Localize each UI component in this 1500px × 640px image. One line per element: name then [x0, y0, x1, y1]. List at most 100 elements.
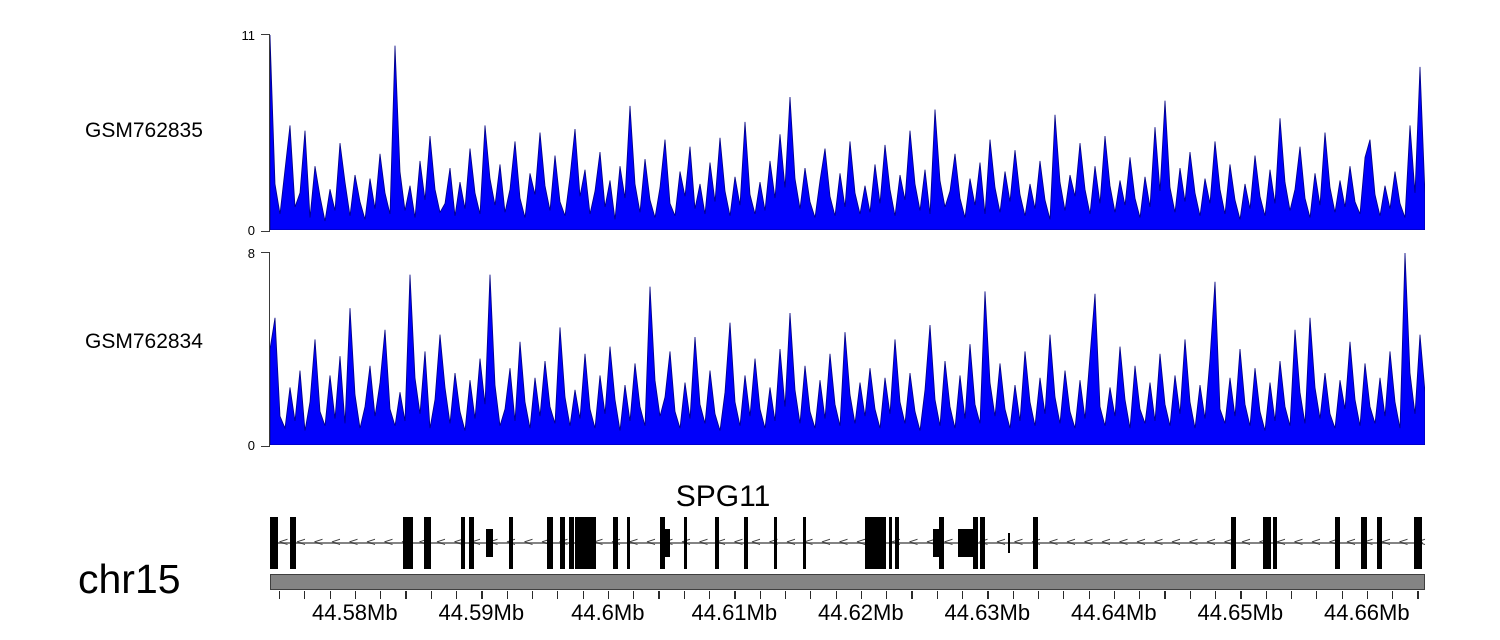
- axis-minor-tick: [456, 591, 458, 599]
- minus-strand-arrow-icon: <: [1380, 536, 1392, 549]
- chromosome-ideogram-bar: [270, 574, 1425, 590]
- minus-strand-arrow-icon: <: [295, 536, 307, 549]
- minus-strand-arrow-icon: <: [523, 536, 534, 549]
- axis-minor-tick: [1113, 591, 1116, 599]
- axis-tick-label: 44.63Mb: [944, 600, 1031, 625]
- axis-minor-tick: [557, 591, 559, 599]
- axis-minor-tick: [1290, 591, 1293, 599]
- minus-strand-arrow-icon: <: [1083, 536, 1094, 549]
- exon: [715, 517, 720, 569]
- axis-tick-label: 44.66Mb: [1323, 600, 1410, 625]
- exon: [574, 517, 597, 569]
- minus-strand-arrow-icon: <: [348, 536, 359, 549]
- axis-minor-tick: [1316, 591, 1318, 599]
- axis-minor-tick: [1265, 591, 1267, 599]
- exon: [547, 517, 554, 569]
- exon: [270, 517, 278, 569]
- exon: [468, 517, 474, 569]
- minus-strand-arrow-icon: <: [1345, 536, 1357, 549]
- axis-minor-tick: [607, 591, 610, 599]
- minus-strand-arrow-icon: <: [785, 536, 797, 549]
- track2-label: GSM762834: [85, 330, 203, 353]
- axis-minor-tick: [784, 591, 787, 599]
- exon: [402, 517, 413, 569]
- minus-strand-arrow-icon: <: [803, 536, 814, 549]
- axis-minor-tick: [380, 591, 382, 599]
- axis-tick-label: 44.59Mb: [438, 600, 525, 625]
- exon: [1263, 517, 1271, 569]
- minus-strand-arrow-icon: <: [383, 536, 394, 549]
- exon: [958, 529, 975, 557]
- minus-strand-arrow-icon: <: [750, 536, 762, 549]
- track1-label: GSM762835: [85, 119, 203, 142]
- track1-y-min-label: 0: [247, 223, 255, 238]
- axis-minor-tick: [1037, 591, 1040, 599]
- minus-strand-arrow-icon: <: [698, 536, 709, 549]
- axis-minor-tick: [658, 591, 660, 599]
- minus-strand-arrow-icon: <: [1363, 536, 1374, 549]
- signal-area-chart-gsm762834: [270, 253, 1425, 445]
- exon: [802, 517, 807, 569]
- minus-strand-arrow-icon: <: [313, 536, 324, 549]
- axis-minor-tick: [405, 591, 407, 599]
- exon: [1376, 517, 1382, 569]
- axis-minor-tick: [633, 591, 635, 599]
- signal-area-chart-gsm762835: [270, 35, 1425, 230]
- minus-strand-arrow-icon: <: [593, 536, 604, 549]
- signal-area: [270, 253, 1425, 445]
- exon: [290, 517, 297, 569]
- minus-strand-arrow-icon: <: [1275, 536, 1287, 549]
- axis-minor-tick: [506, 591, 508, 599]
- track1-y-max-label: 11: [241, 28, 256, 43]
- minus-strand-arrow-icon: <: [365, 536, 377, 549]
- axis-minor-tick: [1088, 591, 1090, 599]
- axis-minor-tick: [1189, 591, 1191, 599]
- axis-minor-tick: [936, 591, 938, 599]
- signal-area: [270, 35, 1425, 230]
- axis-minor-tick: [860, 591, 863, 599]
- exon: [894, 517, 899, 569]
- minus-strand-arrow-icon: <: [330, 536, 342, 549]
- minus-strand-arrow-icon: <: [1223, 536, 1234, 549]
- exon: [1335, 517, 1341, 569]
- axis-minor-tick: [1063, 591, 1065, 599]
- minus-strand-arrow-icon: <: [418, 535, 429, 550]
- minus-strand-arrow-icon: <: [925, 536, 937, 549]
- axis-minor-tick: [709, 591, 711, 599]
- exon: [1007, 533, 1010, 553]
- axis-minor-tick: [1366, 591, 1369, 599]
- axis-minor-tick: [1215, 591, 1217, 599]
- minus-strand-arrow-icon: <: [995, 536, 1007, 549]
- axis-minor-tick: [962, 591, 964, 599]
- minus-strand-arrow-icon: <: [943, 536, 954, 549]
- axis-minor-tick: [430, 591, 432, 599]
- exon: [626, 517, 631, 569]
- exon: [486, 529, 493, 557]
- minus-strand-arrow-icon: <: [838, 536, 849, 549]
- minus-strand-arrow-icon: <: [1048, 536, 1059, 549]
- axis-minor-tick: [810, 591, 812, 599]
- track2-y-axis: [261, 252, 270, 447]
- axis-minor-tick: [886, 591, 888, 599]
- axis-minor-tick: [759, 591, 761, 599]
- minus-strand-arrow-icon: <: [1065, 536, 1077, 549]
- minus-strand-arrow-icon: <: [645, 536, 657, 549]
- exon: [932, 529, 940, 557]
- exon: [664, 529, 670, 557]
- axis-minor-tick: [531, 591, 534, 599]
- exon: [773, 517, 778, 569]
- minus-strand-arrow-icon: <: [1310, 536, 1322, 549]
- axis-minor-tick: [278, 591, 281, 599]
- exon: [979, 517, 985, 569]
- axis-tick-label: 44.64Mb: [1070, 600, 1157, 625]
- exon: [864, 517, 887, 569]
- minus-strand-arrow-icon: <: [540, 536, 552, 549]
- exon: [973, 517, 979, 569]
- minus-strand-arrow-icon: <: [1293, 536, 1304, 549]
- minus-strand-arrow-icon: <: [628, 536, 639, 549]
- minus-strand-arrow-icon: <: [768, 535, 779, 550]
- axis-minor-tick: [1139, 591, 1141, 599]
- axis-minor-tick: [481, 591, 483, 599]
- minus-strand-arrow-icon: <: [1170, 536, 1182, 549]
- axis-minor-tick: [582, 591, 584, 599]
